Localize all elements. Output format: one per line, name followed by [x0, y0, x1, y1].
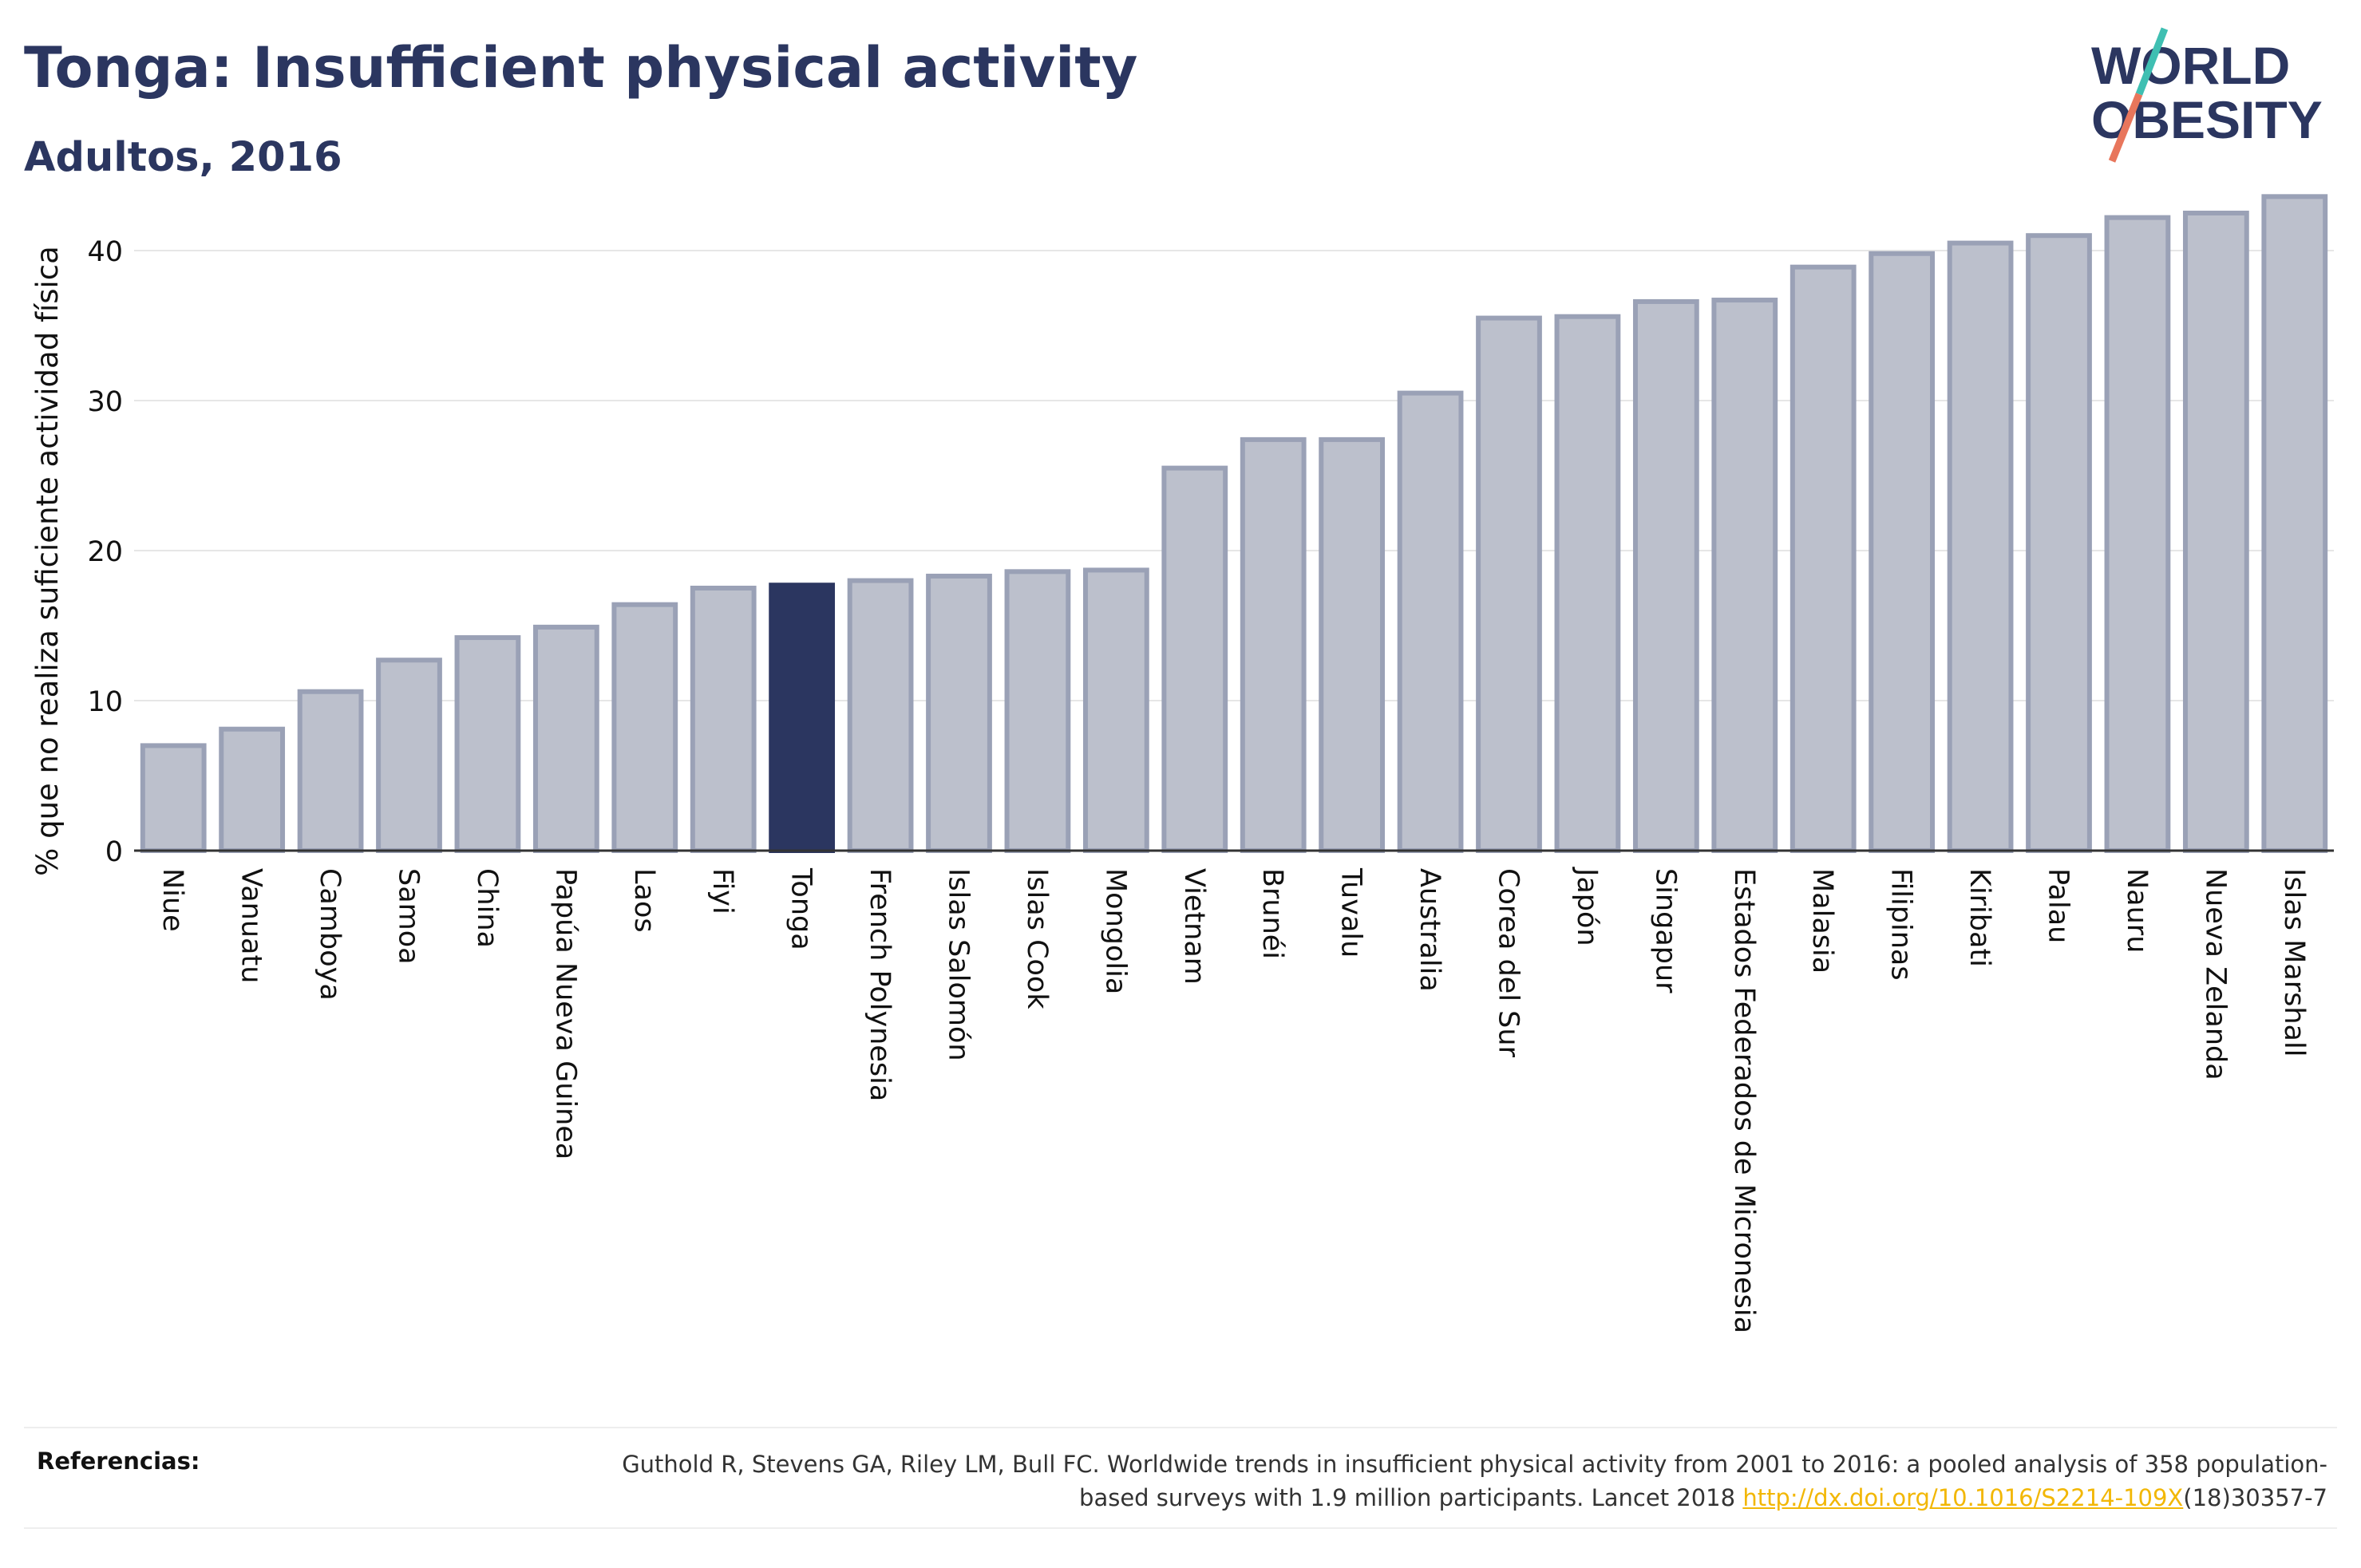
- bar: [1319, 436, 1386, 853]
- x-tick-label: Vietnam: [1178, 868, 1210, 985]
- x-tick-label: Japón: [1571, 867, 1603, 946]
- bar: [1869, 251, 1936, 853]
- bar: [1082, 567, 1149, 853]
- x-tick-label: Tuvalu: [1335, 867, 1367, 958]
- x-tick-label: Samoa: [393, 868, 425, 965]
- y-tick-labels: 0 10 20 30 40: [87, 236, 123, 868]
- bar: [297, 689, 364, 853]
- x-tick-label: Estados Federados de Micronesia: [1728, 868, 1760, 1333]
- bar: [611, 602, 678, 853]
- y-tick-label: 0: [105, 836, 123, 868]
- x-tick-label: French Polynesia: [864, 868, 896, 1101]
- bar: [1947, 240, 2014, 854]
- x-tick-label: Australia: [1414, 868, 1445, 992]
- reference-citation: Guthold R, Stevens GA, Riley LM, Bull FC…: [622, 1451, 2327, 1511]
- bar: [1790, 264, 1857, 853]
- chart-subtitle: Adultos, 2016: [24, 134, 342, 181]
- bar: [2182, 211, 2249, 853]
- reference-suffix: (18)30357-7: [2183, 1484, 2327, 1511]
- x-tick-labels: Niue Vanuatu Camboya Samoa China Papúa Nueva …: [156, 867, 2310, 1333]
- bar: [376, 658, 442, 853]
- x-tick-label: Islas Salomón: [943, 868, 975, 1061]
- x-tick-label: Filipinas: [1885, 868, 1917, 981]
- bar: [1632, 298, 1699, 854]
- y-tick-label: 20: [87, 536, 123, 568]
- logo-line-1: WORLD: [2091, 36, 2290, 95]
- x-tick-label: Corea del Sur: [1493, 868, 1525, 1058]
- x-tick-label: Papúa Nueva Guinea: [549, 868, 581, 1159]
- bar: [926, 573, 992, 854]
- x-tick-label: China: [471, 868, 503, 948]
- bar: [532, 624, 599, 853]
- x-tick-label: Vanuatu: [235, 868, 267, 983]
- x-tick-label: Kiribati: [1964, 868, 1995, 967]
- bar: [2104, 215, 2171, 853]
- x-tick-label: Islas Cook: [1021, 868, 1053, 1009]
- x-tick-label: Nauru: [2121, 868, 2153, 953]
- bar-chart: 0 10 20 30 40 Niue Vanuatu Camboya Samoa China Pa…: [30, 194, 2334, 1333]
- bar: [1711, 298, 1778, 854]
- bar: [1161, 465, 1228, 853]
- x-tick-label: Laos: [628, 868, 660, 933]
- chart-title: Tonga: Insufficient physical activity: [24, 35, 1138, 101]
- x-tick-label: Nueva Zelanda: [2199, 868, 2231, 1080]
- x-tick-label: Palau: [2043, 868, 2074, 943]
- x-tick-label: Niue: [156, 868, 188, 932]
- bar: [1476, 315, 1542, 854]
- bar-highlighted: [769, 583, 836, 853]
- bar: [1397, 390, 1464, 854]
- x-tick-label: Brunéi: [1256, 868, 1288, 959]
- y-axis-label: % que no realiza suficiente actividad fí…: [30, 246, 65, 876]
- x-tick-label: Fiyi: [706, 868, 738, 914]
- logo-slash-teal: [2135, 27, 2169, 96]
- references-footer: Referencias: Guthold R, Stevens GA, Rile…: [24, 1427, 2337, 1529]
- bar: [219, 726, 286, 853]
- doi-link[interactable]: http://dx.doi.org/10.1016/S2214-109X: [1742, 1484, 2184, 1511]
- bar: [454, 635, 521, 853]
- y-tick-label: 40: [87, 236, 123, 268]
- bar: [2026, 233, 2092, 853]
- x-tick-label: Singapur: [1649, 868, 1681, 993]
- x-tick-label: Mongolia: [1099, 868, 1131, 994]
- x-tick-label: Malasia: [1806, 868, 1838, 974]
- bar: [2261, 194, 2328, 853]
- world-obesity-logo: WORLD OBESITY: [2091, 27, 2323, 163]
- x-tick-label: Islas Marshall: [2278, 868, 2310, 1057]
- bar: [1240, 436, 1307, 853]
- references-text: Guthold R, Stevens GA, Riley LM, Bull FC…: [571, 1448, 2327, 1515]
- x-tick-label: Tonga: [785, 867, 817, 950]
- y-tick-label: 10: [87, 686, 123, 718]
- bar: [847, 578, 914, 853]
- x-tick-label: Camboya: [314, 868, 346, 1001]
- logo-slash-coral: [2108, 93, 2143, 163]
- bar: [690, 586, 757, 853]
- bar: [1554, 314, 1621, 854]
- bar: [140, 743, 207, 854]
- bars: [140, 194, 2328, 854]
- bar: [1004, 569, 1071, 853]
- references-label: Referencias:: [37, 1448, 200, 1475]
- y-tick-label: 30: [87, 386, 123, 418]
